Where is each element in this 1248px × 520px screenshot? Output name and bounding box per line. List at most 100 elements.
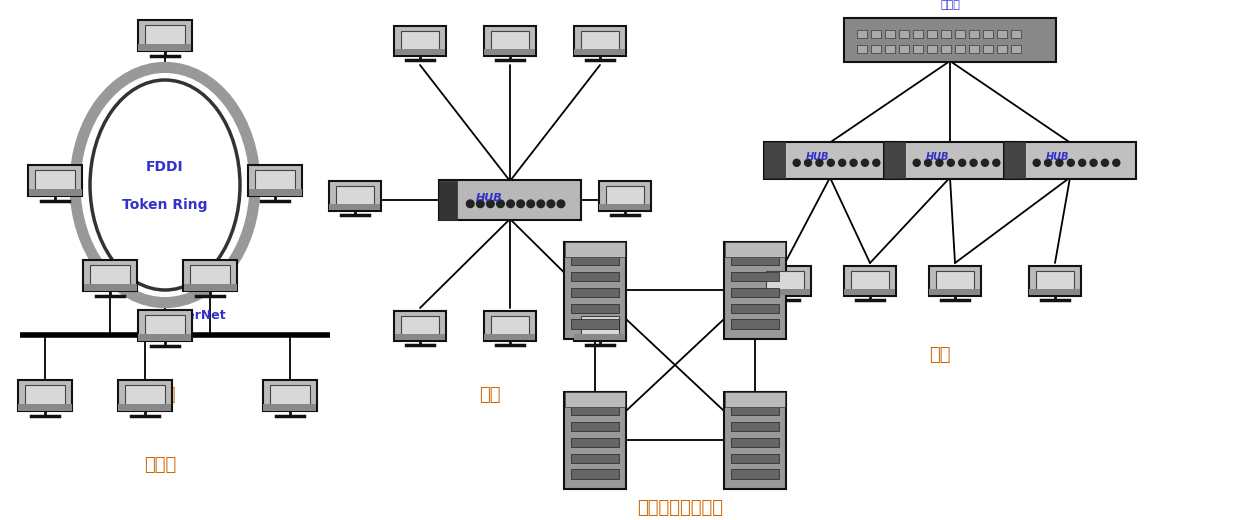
FancyBboxPatch shape bbox=[730, 438, 779, 447]
Bar bbox=[912, 45, 924, 53]
FancyBboxPatch shape bbox=[730, 319, 779, 329]
FancyBboxPatch shape bbox=[764, 141, 896, 178]
FancyBboxPatch shape bbox=[570, 288, 619, 297]
FancyBboxPatch shape bbox=[574, 334, 625, 340]
FancyBboxPatch shape bbox=[730, 453, 779, 463]
FancyBboxPatch shape bbox=[580, 316, 619, 336]
FancyBboxPatch shape bbox=[730, 422, 779, 431]
FancyBboxPatch shape bbox=[605, 186, 644, 206]
FancyBboxPatch shape bbox=[25, 385, 65, 407]
Bar bbox=[941, 45, 951, 53]
FancyBboxPatch shape bbox=[484, 311, 535, 341]
FancyBboxPatch shape bbox=[730, 304, 779, 313]
FancyBboxPatch shape bbox=[730, 288, 779, 297]
FancyBboxPatch shape bbox=[1036, 270, 1075, 291]
FancyBboxPatch shape bbox=[490, 31, 529, 51]
FancyBboxPatch shape bbox=[851, 270, 890, 291]
Circle shape bbox=[925, 159, 931, 166]
Bar bbox=[885, 30, 895, 38]
FancyBboxPatch shape bbox=[885, 142, 905, 178]
Circle shape bbox=[805, 159, 811, 166]
FancyBboxPatch shape bbox=[394, 311, 446, 341]
FancyBboxPatch shape bbox=[401, 31, 439, 51]
FancyBboxPatch shape bbox=[730, 256, 779, 265]
Bar bbox=[955, 45, 965, 53]
Circle shape bbox=[527, 200, 534, 207]
Text: HUB: HUB bbox=[1046, 152, 1068, 162]
FancyBboxPatch shape bbox=[336, 186, 374, 206]
FancyBboxPatch shape bbox=[84, 261, 137, 291]
Circle shape bbox=[861, 159, 869, 166]
FancyBboxPatch shape bbox=[484, 334, 535, 340]
Bar bbox=[926, 30, 937, 38]
FancyBboxPatch shape bbox=[248, 189, 302, 196]
Bar bbox=[968, 30, 978, 38]
Circle shape bbox=[914, 159, 920, 166]
FancyBboxPatch shape bbox=[725, 242, 785, 257]
FancyBboxPatch shape bbox=[255, 170, 295, 191]
FancyBboxPatch shape bbox=[490, 316, 529, 336]
Text: Token Ring: Token Ring bbox=[122, 198, 207, 212]
Circle shape bbox=[477, 200, 484, 207]
FancyBboxPatch shape bbox=[125, 385, 165, 407]
FancyBboxPatch shape bbox=[936, 270, 975, 291]
Text: HUB: HUB bbox=[925, 152, 948, 162]
FancyBboxPatch shape bbox=[329, 204, 381, 210]
Circle shape bbox=[970, 159, 977, 166]
FancyBboxPatch shape bbox=[1030, 266, 1081, 295]
Text: HUB: HUB bbox=[475, 193, 503, 203]
FancyBboxPatch shape bbox=[766, 270, 804, 291]
Text: 树型: 树型 bbox=[930, 346, 951, 364]
FancyBboxPatch shape bbox=[1005, 142, 1025, 178]
FancyBboxPatch shape bbox=[90, 265, 130, 287]
FancyBboxPatch shape bbox=[35, 170, 75, 191]
FancyBboxPatch shape bbox=[119, 405, 171, 410]
FancyBboxPatch shape bbox=[1003, 141, 1136, 178]
Circle shape bbox=[507, 200, 514, 207]
FancyBboxPatch shape bbox=[263, 381, 317, 411]
Circle shape bbox=[497, 200, 504, 207]
Circle shape bbox=[1113, 159, 1119, 166]
Circle shape bbox=[537, 200, 544, 207]
FancyBboxPatch shape bbox=[730, 470, 779, 478]
FancyBboxPatch shape bbox=[570, 406, 619, 415]
FancyBboxPatch shape bbox=[730, 406, 779, 415]
FancyBboxPatch shape bbox=[599, 204, 650, 210]
FancyBboxPatch shape bbox=[599, 181, 651, 211]
Circle shape bbox=[827, 159, 835, 166]
Circle shape bbox=[936, 159, 943, 166]
Bar bbox=[856, 30, 867, 38]
FancyBboxPatch shape bbox=[765, 142, 785, 178]
Circle shape bbox=[981, 159, 988, 166]
Bar bbox=[955, 30, 965, 38]
FancyBboxPatch shape bbox=[725, 392, 785, 407]
Circle shape bbox=[557, 200, 565, 207]
Circle shape bbox=[1056, 159, 1063, 166]
FancyBboxPatch shape bbox=[929, 266, 981, 295]
Bar bbox=[982, 45, 993, 53]
FancyBboxPatch shape bbox=[183, 261, 237, 291]
FancyBboxPatch shape bbox=[574, 311, 626, 341]
Circle shape bbox=[487, 200, 494, 207]
Circle shape bbox=[467, 200, 474, 207]
FancyBboxPatch shape bbox=[484, 26, 535, 56]
FancyBboxPatch shape bbox=[119, 381, 172, 411]
FancyBboxPatch shape bbox=[760, 289, 810, 295]
FancyBboxPatch shape bbox=[570, 470, 619, 478]
Circle shape bbox=[794, 159, 800, 166]
FancyBboxPatch shape bbox=[394, 26, 446, 56]
FancyBboxPatch shape bbox=[248, 165, 302, 196]
FancyBboxPatch shape bbox=[439, 180, 457, 219]
Circle shape bbox=[947, 159, 955, 166]
FancyBboxPatch shape bbox=[17, 381, 72, 411]
Circle shape bbox=[993, 159, 1000, 166]
FancyBboxPatch shape bbox=[570, 438, 619, 447]
FancyBboxPatch shape bbox=[884, 141, 1016, 178]
FancyBboxPatch shape bbox=[574, 49, 625, 55]
FancyBboxPatch shape bbox=[29, 189, 81, 196]
Circle shape bbox=[547, 200, 554, 207]
Circle shape bbox=[1067, 159, 1075, 166]
Text: 星型: 星型 bbox=[479, 386, 500, 404]
Circle shape bbox=[1102, 159, 1108, 166]
Circle shape bbox=[1090, 159, 1097, 166]
